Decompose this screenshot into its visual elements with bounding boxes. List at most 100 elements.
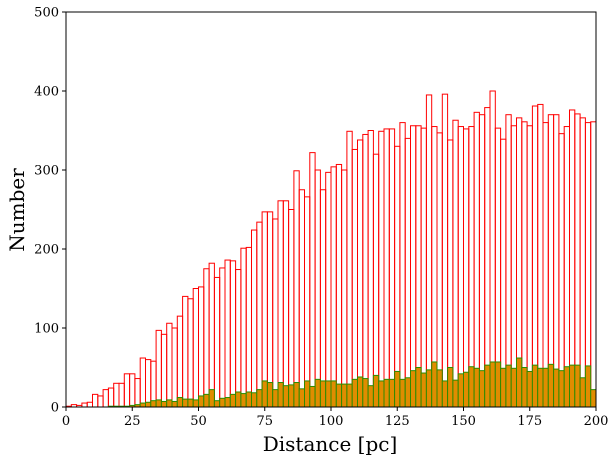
filled-bar [452, 379, 459, 408]
outline-bar [224, 259, 231, 408]
outline-bar [293, 170, 300, 408]
y-tick-label: 300 [34, 164, 59, 179]
outline-bar [325, 171, 332, 408]
outline-bar [229, 260, 237, 408]
filled-bar [251, 392, 258, 408]
outline-bar [134, 378, 141, 408]
filled-bar [563, 366, 571, 408]
filled-bar [457, 373, 465, 408]
outline-bar [288, 209, 295, 408]
filled-bar [547, 363, 555, 408]
outline-bar [304, 196, 311, 408]
filled-bar [245, 391, 252, 408]
outline-bar [123, 373, 131, 408]
filled-bar [579, 377, 586, 408]
outline-bar [351, 148, 359, 408]
filled-bar [558, 370, 565, 408]
filled-bar [537, 367, 544, 408]
outline-bar [542, 122, 549, 408]
outline-bar [463, 128, 470, 408]
outline-bar [192, 288, 199, 408]
outline-bar [531, 105, 539, 408]
outline-bar [521, 121, 528, 408]
filled-bar [266, 382, 274, 408]
filled-bar [198, 395, 205, 408]
filled-bar [182, 398, 189, 408]
outline-bar [102, 389, 109, 408]
filled-bar [272, 389, 279, 408]
filled-bar [553, 368, 560, 408]
y-tick-label: 100 [34, 322, 59, 337]
filled-bar [203, 393, 210, 408]
outline-bar [584, 122, 592, 408]
outline-bar [484, 107, 491, 408]
filled-bar [484, 364, 491, 408]
outline-bar [394, 145, 401, 408]
x-tick-label: 50 [190, 414, 207, 429]
filled-bar [478, 370, 486, 408]
outline-bar [346, 130, 353, 408]
filled-bar [505, 364, 512, 408]
outline-bar [129, 373, 136, 408]
filled-bar [510, 367, 518, 408]
outline-bar [235, 269, 242, 408]
outline-bar [282, 200, 290, 408]
y-axis-ticks: 0 100 200 300 400 500 [34, 6, 66, 416]
outline-bar [452, 119, 459, 408]
outline-bar [208, 262, 215, 408]
filled-bar [447, 367, 454, 408]
outline-bar [139, 357, 146, 408]
outline-bar [86, 401, 93, 408]
outline-bar [468, 126, 475, 408]
outline-bar [362, 133, 369, 408]
filled-bar [526, 370, 533, 408]
outline-bar [113, 382, 120, 408]
filled-bar [531, 364, 539, 408]
outline-bar [420, 127, 427, 408]
filled-bar [335, 383, 343, 408]
outline-bar [314, 169, 321, 408]
outline-bar [425, 94, 433, 408]
outline-bar [378, 130, 385, 408]
outline-bar [97, 395, 104, 408]
outline-bar [213, 276, 221, 408]
outline-bar [558, 133, 565, 408]
outline-bar [92, 393, 99, 408]
outline-bar [198, 286, 205, 408]
x-tick-label: 25 [124, 414, 141, 429]
filled-bar [150, 400, 157, 408]
filled-bar [240, 393, 247, 408]
outline-bar [261, 211, 268, 408]
outline-bar [563, 126, 571, 408]
outline-bar [203, 268, 210, 408]
filled-bar [590, 389, 597, 408]
outline-bar [81, 402, 88, 408]
outline-bar [160, 333, 168, 408]
filled-bar [192, 399, 199, 408]
filled-bar [351, 378, 359, 408]
outline-bar [404, 137, 412, 408]
outline-bar [145, 359, 152, 408]
outline-bar [367, 130, 374, 408]
filled-bar [404, 377, 412, 408]
outline-bar [526, 125, 533, 408]
x-tick-label: 200 [584, 414, 608, 429]
y-tick-label: 200 [34, 243, 59, 258]
filled-bar [171, 400, 178, 408]
outline-bar [547, 114, 555, 408]
outline-bar [298, 189, 306, 408]
outline-bar [500, 138, 507, 408]
filled-bar [319, 380, 327, 408]
filled-bar [155, 399, 162, 408]
filled-bar [282, 385, 290, 408]
filled-bar [224, 397, 231, 408]
outline-bar [415, 125, 422, 408]
outline-bar [341, 169, 348, 408]
filled-bar [441, 380, 449, 408]
filled-bar [473, 367, 480, 408]
outline-bar [574, 113, 581, 408]
outline-bar [166, 322, 173, 408]
filled-bar [542, 367, 549, 408]
outline-bar [150, 360, 157, 408]
